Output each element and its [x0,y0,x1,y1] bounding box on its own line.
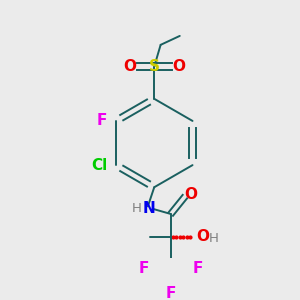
Text: N: N [143,201,155,216]
Text: H: H [132,202,142,215]
Text: O: O [196,229,209,244]
Text: F: F [192,261,203,276]
Text: S: S [149,59,160,74]
Text: Cl: Cl [91,158,107,172]
Text: O: O [123,59,136,74]
Text: H: H [209,232,219,245]
Text: F: F [166,286,176,300]
Text: O: O [173,59,186,74]
Text: O: O [185,187,198,202]
Text: F: F [139,261,149,276]
Text: F: F [97,113,107,128]
